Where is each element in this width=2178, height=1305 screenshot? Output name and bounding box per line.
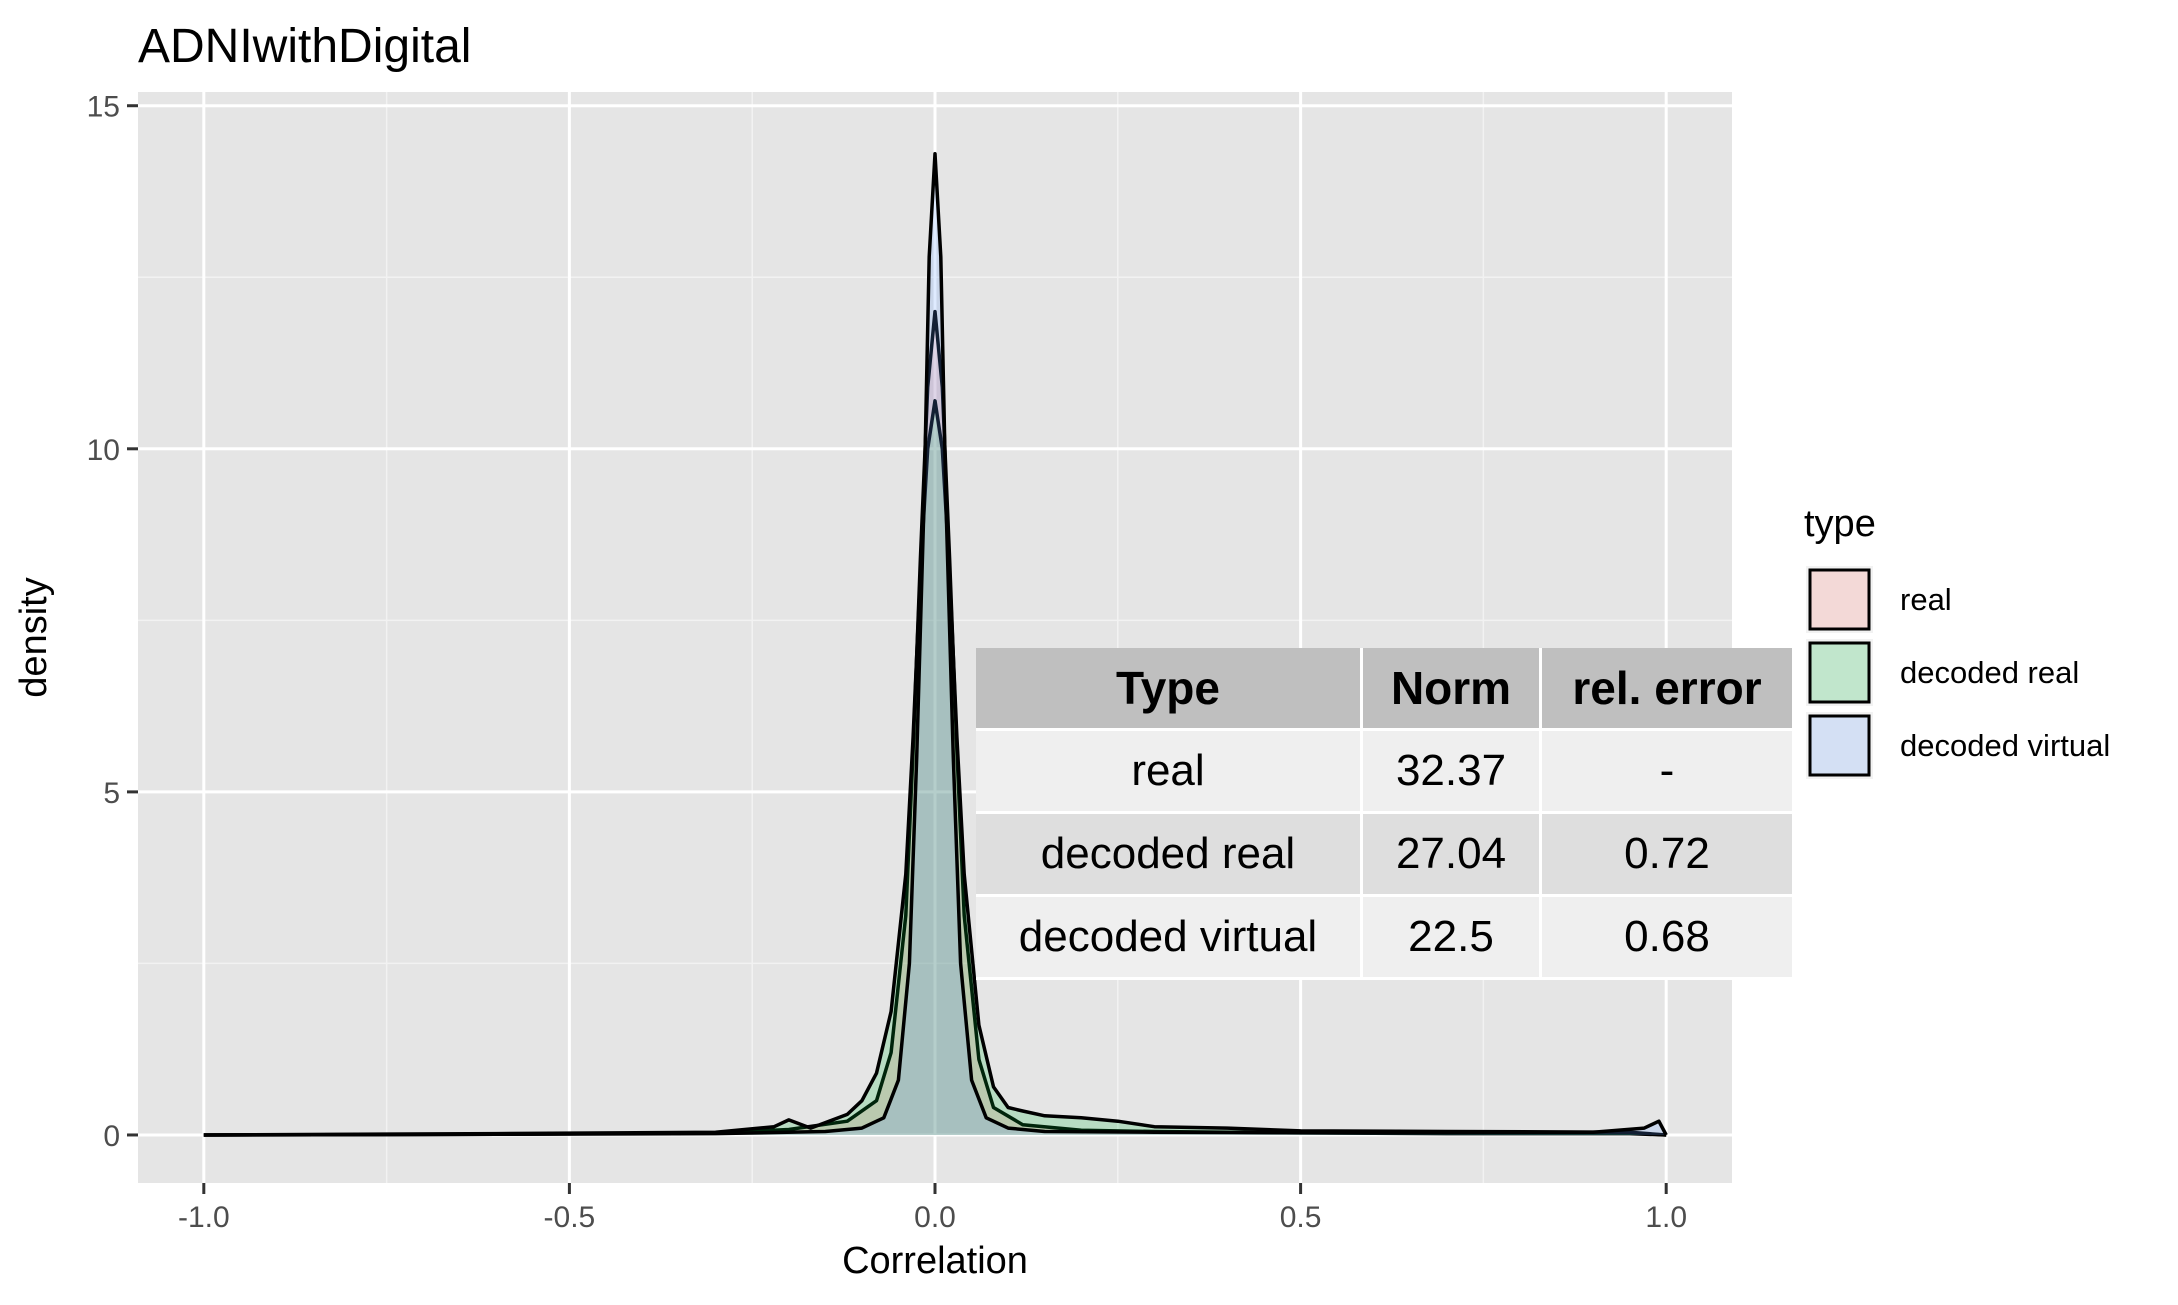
table-cell-type: decoded real [976, 814, 1363, 897]
series-area-decoded-real [203, 400, 1667, 1135]
series-area-real [203, 311, 1667, 1136]
legend-key-background [1806, 712, 1873, 779]
legend-label: decoded real [1900, 655, 2079, 690]
legend-label: real [1900, 582, 1952, 617]
x-tick-label: 0.0 [914, 1201, 956, 1234]
table-cell-norm: 32.37 [1363, 731, 1542, 814]
table-cell-rel-error: 0.72 [1542, 814, 1795, 897]
table-cell-norm: 27.04 [1363, 814, 1542, 897]
table-cell-type: decoded virtual [976, 897, 1363, 980]
y-tick-label: 10 [87, 434, 120, 467]
norm-table: Type Norm rel. error real 32.37 - decode… [976, 648, 1795, 980]
x-tick-label: 1.0 [1645, 1201, 1687, 1234]
table-cell-rel-error: 0.68 [1542, 897, 1795, 980]
y-tick-label: 0 [103, 1120, 120, 1153]
legend-key [1808, 641, 1871, 704]
x-axis-label: Correlation [842, 1240, 1028, 1282]
series-area-decoded-virtual [203, 153, 1667, 1136]
legend: type real decoded real decoded virtual [1804, 503, 2110, 779]
table-row: decoded virtual 22.5 0.68 [976, 897, 1795, 980]
y-tick-label: 5 [103, 777, 120, 810]
table-cell-type: real [976, 731, 1363, 814]
table-cell-norm: 22.5 [1363, 897, 1542, 980]
legend-title: type [1804, 503, 1876, 545]
x-tick-label: -0.5 [544, 1201, 596, 1234]
table-row: decoded real 27.04 0.72 [976, 814, 1795, 897]
series-line-decoded-virtual [203, 152, 1668, 1137]
chart-title: ADNIwithDigital [138, 20, 471, 73]
y-axis-label: density [13, 577, 55, 697]
table-cell-rel-error: - [1542, 731, 1795, 814]
table-header-row: Type Norm rel. error [976, 648, 1795, 731]
legend-key-background [1806, 639, 1873, 706]
x-tick-label: -1.0 [178, 1201, 230, 1234]
table-header-norm: Norm [1363, 648, 1542, 731]
series-layer [203, 152, 1668, 1137]
table-header-rel-error: rel. error [1542, 648, 1795, 731]
table-header-type: Type [976, 648, 1363, 731]
legend-key [1808, 568, 1871, 631]
table-row: real 32.37 - [976, 731, 1795, 814]
axes-layer: -1.0 -0.5 0.0 0.5 1.0 0 5 10 15 [87, 91, 1687, 1234]
y-tick-label: 15 [87, 91, 120, 124]
legend-key-background [1806, 566, 1873, 633]
legend-label: decoded virtual [1900, 728, 2110, 763]
legend-key [1808, 714, 1871, 777]
x-tick-label: 0.5 [1280, 1201, 1322, 1234]
